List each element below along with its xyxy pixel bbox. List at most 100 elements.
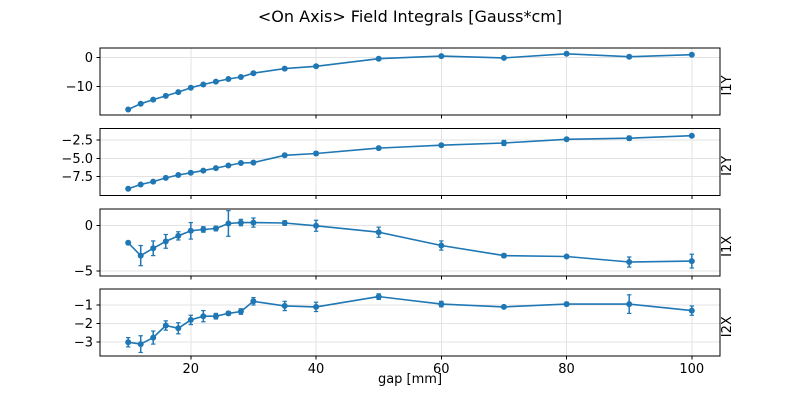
y-tick-label: −5 [74, 265, 93, 280]
subplot-right-label: I2X [720, 316, 735, 337]
data-point [281, 220, 288, 226]
subplot-I1Y: 0 −10 I1Y [66, 47, 735, 119]
data-point [225, 310, 232, 317]
data-line [127, 134, 692, 190]
data-point [200, 226, 207, 233]
data-point [212, 313, 219, 320]
data-point [162, 92, 169, 99]
data-point [150, 96, 157, 103]
data-point [438, 301, 445, 308]
data-point [313, 222, 320, 229]
y-tick-label: −2 [74, 317, 93, 332]
data-point [175, 172, 182, 178]
y-tick-label: −1 [74, 299, 93, 314]
y-tick-label: −7.5 [61, 170, 93, 185]
subplot-I2Y: −2.5 −5.0 −7.5 I2Y [61, 127, 735, 199]
subplot-right-label: I1Y [720, 75, 735, 95]
data-line [127, 221, 692, 263]
data-point [237, 74, 244, 80]
data-point [225, 220, 232, 227]
data-point [563, 136, 570, 143]
data-point [438, 242, 445, 249]
data-point [626, 301, 633, 308]
y-tick-label: −2.5 [61, 134, 93, 149]
data-point [281, 302, 288, 309]
data-point [688, 51, 695, 58]
data-point [187, 316, 194, 323]
data-point [438, 142, 445, 149]
data-point [150, 334, 157, 341]
x-tick-label: 20 [183, 362, 200, 377]
data-point [250, 219, 257, 226]
data-point [500, 140, 507, 146]
x-tick-label: 80 [558, 362, 575, 377]
data-point [162, 322, 169, 329]
data-point [563, 50, 570, 57]
data-point [212, 165, 219, 172]
data-point [438, 53, 445, 60]
data-line [128, 295, 692, 345]
x-tick-label: 100 [679, 362, 704, 377]
data-point [200, 81, 207, 88]
data-point [500, 54, 507, 61]
data-point [626, 259, 633, 265]
data-point [137, 252, 144, 259]
data-point [225, 76, 232, 82]
chart-title: <On Axis> Field Integrals [Gauss*cm] [257, 7, 563, 26]
data-point [281, 65, 288, 72]
data-point [125, 185, 132, 192]
data-point [237, 160, 244, 166]
y-tick-label: 0 [85, 51, 93, 66]
y-tick-label: −5.0 [61, 152, 93, 167]
data-point [150, 178, 157, 185]
data-point [250, 159, 257, 166]
x-axis-label: gap [mm] [377, 372, 443, 387]
data-point [225, 162, 232, 169]
data-point [175, 232, 182, 239]
axes-spines [99, 208, 721, 277]
data-point [125, 239, 132, 246]
axes-spines [99, 127, 721, 196]
data-point [626, 53, 633, 60]
data-point [187, 169, 194, 176]
data-point [175, 325, 182, 332]
data-point [137, 100, 144, 107]
data-point [313, 303, 320, 310]
data-point [200, 313, 207, 320]
data-point [125, 106, 132, 113]
data-point [313, 150, 320, 157]
data-point [162, 174, 169, 181]
data-line [127, 52, 692, 111]
data-point [688, 258, 695, 265]
data-point [250, 298, 257, 305]
data-point [281, 152, 288, 159]
subplot-right-label: I1X [720, 236, 735, 257]
y-tick-label: −3 [74, 336, 93, 351]
data-point [500, 303, 507, 310]
data-point [200, 167, 207, 174]
data-point [563, 253, 570, 260]
data-point [375, 55, 382, 62]
y-tick-label: −10 [66, 80, 93, 95]
data-point [237, 219, 244, 226]
data-point [125, 339, 132, 346]
data-point [150, 245, 157, 252]
data-point [137, 341, 144, 348]
data-point [375, 293, 382, 300]
data-point [212, 225, 219, 232]
data-point [500, 252, 507, 259]
data-point [250, 70, 257, 77]
data-point [162, 238, 169, 245]
x-tick-label: 60 [433, 362, 450, 377]
data-point [375, 229, 382, 236]
data-point [187, 84, 194, 91]
y-tick-label: 0 [85, 219, 93, 234]
data-point [137, 181, 144, 188]
data-point [187, 227, 194, 234]
subplot-I2X: −1 −2 −3 20 40 60 80 100 I2X [74, 288, 735, 377]
data-point [175, 89, 182, 96]
data-point [563, 301, 570, 308]
data-point [688, 132, 695, 139]
